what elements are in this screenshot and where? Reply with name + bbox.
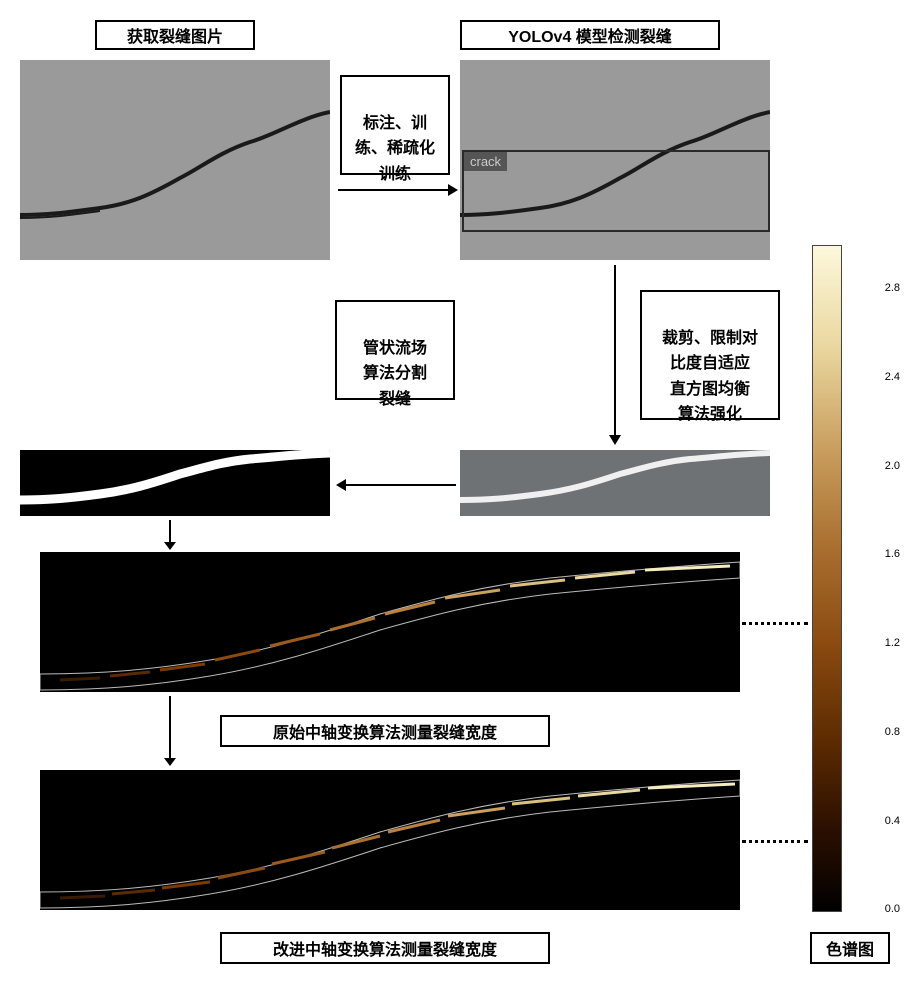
label-original-medial: 原始中轴变换算法测量裂缝宽度 [220, 715, 550, 747]
colorbar-ticks: 0.0 0.4 0.8 1.2 1.6 2.0 2.4 2.8 [842, 245, 872, 910]
img-skeleton-improved [40, 770, 740, 910]
label-colorbar: 色谱图 [810, 932, 890, 964]
arrow-down-1 [605, 265, 625, 445]
process-enhance-text: 裁剪、限制对 比度自适应 直方图均衡 算法强化 [662, 330, 758, 424]
img-original [20, 60, 330, 260]
tick-7: 2.8 [885, 282, 900, 294]
tick-6: 2.4 [885, 371, 900, 383]
arrow-down-2 [160, 520, 180, 550]
img-yolo-detect: crack [460, 60, 770, 260]
img-segmented [20, 450, 330, 516]
process-enhance: 裁剪、限制对 比度自适应 直方图均衡 算法强化 [640, 290, 780, 420]
img-skeleton-original [40, 552, 740, 692]
label-improved-medial-text: 改进中轴变换算法测量裂缝宽度 [273, 936, 497, 960]
arrow-down-3 [160, 696, 180, 766]
label-yolo: YOLOv4 模型检测裂缝 [460, 20, 720, 50]
arrow-right-1 [338, 180, 458, 200]
tick-1: 0.4 [885, 815, 900, 827]
label-acquire-text: 获取裂缝图片 [127, 23, 223, 47]
flowchart-container: 获取裂缝图片 YOLOv4 模型检测裂缝 标注、训 练、稀疏化 训练 [20, 20, 893, 980]
tick-0: 0.0 [885, 903, 900, 915]
colorbar [812, 245, 842, 912]
dashed-2 [742, 840, 808, 843]
label-acquire: 获取裂缝图片 [95, 20, 255, 50]
tick-5: 2.0 [885, 460, 900, 472]
bbox-label: crack [464, 152, 507, 171]
img-enhanced [460, 450, 770, 516]
tick-3: 1.2 [885, 637, 900, 649]
dashed-1 [742, 622, 808, 625]
label-original-medial-text: 原始中轴变换算法测量裂缝宽度 [273, 719, 497, 743]
tick-2: 0.8 [885, 726, 900, 738]
label-colorbar-text: 色谱图 [826, 936, 874, 960]
process-train: 标注、训 练、稀疏化 训练 [340, 75, 450, 175]
process-train-text: 标注、训 练、稀疏化 训练 [355, 115, 435, 183]
label-improved-medial: 改进中轴变换算法测量裂缝宽度 [220, 932, 550, 964]
process-segment: 管状流场 算法分割 裂缝 [335, 300, 455, 400]
tick-4: 1.6 [885, 548, 900, 560]
process-segment-text: 管状流场 算法分割 裂缝 [363, 340, 427, 408]
arrow-left-1 [336, 475, 456, 495]
label-yolo-text: YOLOv4 模型检测裂缝 [508, 23, 672, 47]
bbox-label-text: crack [470, 154, 501, 169]
